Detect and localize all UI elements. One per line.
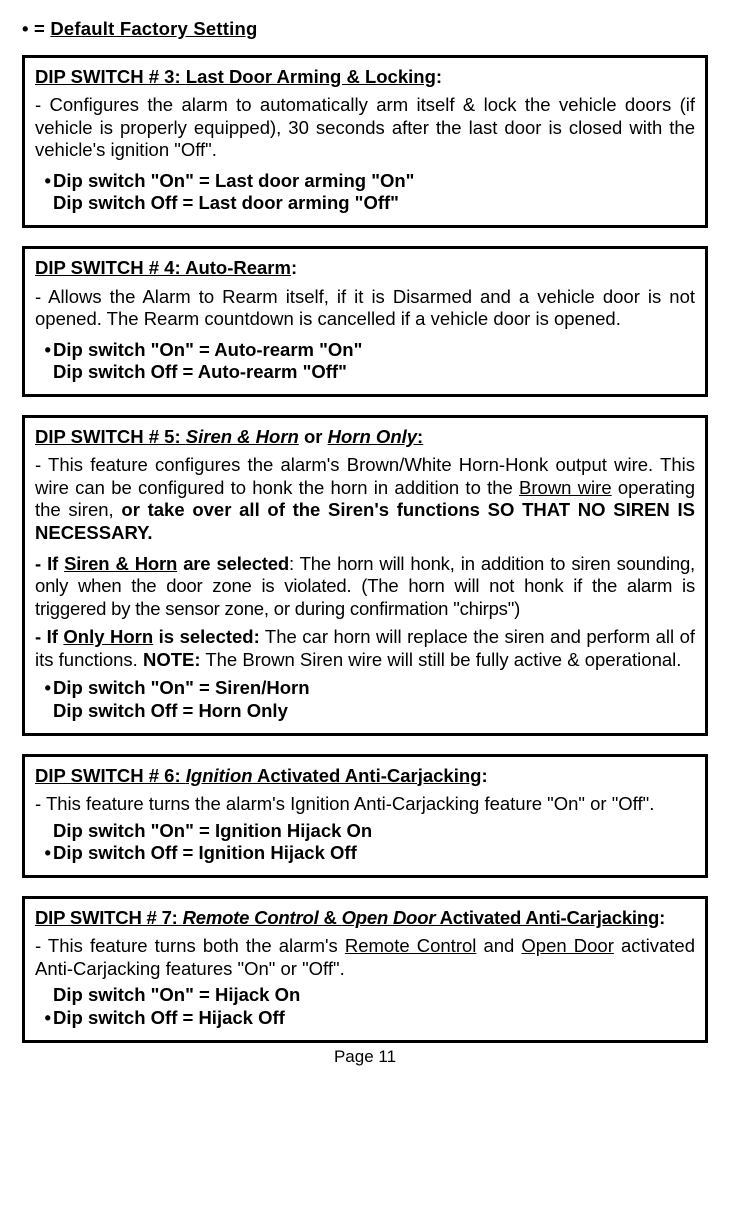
default-bullet: • <box>35 339 53 362</box>
default-bullet: • <box>35 842 53 865</box>
option-text: Dip switch Off = Last door arming "Off" <box>53 192 695 215</box>
title-prefix: DIP SWITCH # 3: <box>35 66 186 87</box>
option-text: Dip switch "On" = Hijack On <box>53 984 695 1007</box>
option-row: Dip switch "On" = Hijack On <box>35 984 695 1007</box>
title-prefix: DIP SWITCH # 6: <box>35 765 186 786</box>
title-label: Last Door Arming & Locking <box>186 66 436 87</box>
title-prefix: DIP SWITCH # 4: <box>35 257 185 278</box>
dip-switch-6-box: DIP SWITCH # 6: Ignition Activated Anti-… <box>22 754 708 878</box>
option-row: Dip switch Off = Last door arming "Off" <box>35 192 695 215</box>
dip-switch-3-options: • Dip switch "On" = Last door arming "On… <box>35 170 695 215</box>
dip-switch-7-options: Dip switch "On" = Hijack On • Dip switch… <box>35 984 695 1029</box>
title-mid: & <box>319 907 342 928</box>
default-bullet <box>35 984 53 1007</box>
default-bullet: • <box>35 677 53 700</box>
title-rest: Activated Anti-Carjacking <box>435 907 659 928</box>
desc-a: - This feature turns both the alarm's <box>35 935 345 956</box>
dip-switch-5-title: DIP SWITCH # 5: Siren & Horn or Horn Onl… <box>35 426 695 449</box>
legend-text: Default Factory Setting <box>50 18 257 39</box>
p3-b1: - If <box>35 626 63 647</box>
option-row: • Dip switch "On" = Siren/Horn <box>35 677 695 700</box>
p1-underline: Brown wire <box>519 477 612 498</box>
title-mid: or <box>299 426 328 447</box>
dip-switch-4-title: DIP SWITCH # 4: Auto-Rearm: <box>35 257 695 280</box>
dip-switch-5-options: • Dip switch "On" = Siren/Horn Dip switc… <box>35 677 695 722</box>
desc-mid: and <box>476 935 521 956</box>
dip-switch-4-options: • Dip switch "On" = Auto-rearm "On" Dip … <box>35 339 695 384</box>
title-suffix: : <box>417 426 423 447</box>
title-i: Ignition <box>186 765 253 786</box>
page-number: Page 11 <box>22 1047 708 1068</box>
option-row: • Dip switch Off = Ignition Hijack Off <box>35 842 695 865</box>
option-text: Dip switch "On" = Siren/Horn <box>53 677 695 700</box>
p1-bold: or take over all of the Siren's function… <box>35 499 695 543</box>
option-text: Dip switch Off = Horn Only <box>53 700 695 723</box>
dip-switch-3-title: DIP SWITCH # 3: Last Door Arming & Locki… <box>35 66 695 89</box>
title-i1: Remote Control <box>183 907 319 928</box>
title-suffix: : <box>291 257 297 278</box>
option-row: • Dip switch "On" = Last door arming "On… <box>35 170 695 193</box>
title-i2: Open Door <box>342 907 436 928</box>
title-label: Auto-Rearm <box>185 257 291 278</box>
title-suffix: : <box>659 907 665 928</box>
default-bullet <box>35 700 53 723</box>
default-bullet: • <box>35 170 53 193</box>
title-suffix: : <box>481 765 487 786</box>
title-i1: Siren & Horn <box>186 426 299 447</box>
dip-switch-3-box: DIP SWITCH # 3: Last Door Arming & Locki… <box>22 55 708 228</box>
dip-switch-4-desc: - Allows the Alarm to Rearm itself, if i… <box>35 286 695 331</box>
p3-note: NOTE: <box>143 649 201 670</box>
default-bullet <box>35 192 53 215</box>
option-text: Dip switch "On" = Auto-rearm "On" <box>53 339 695 362</box>
p2-b2: are selected <box>177 553 289 574</box>
option-row: • Dip switch "On" = Auto-rearm "On" <box>35 339 695 362</box>
default-bullet <box>35 361 53 384</box>
p3-u: Only Horn <box>63 626 153 647</box>
legend-line: • = Default Factory Setting <box>22 18 708 41</box>
legend-bullet: • = <box>22 18 50 39</box>
default-bullet: • <box>35 1007 53 1030</box>
option-text: Dip switch Off = Ignition Hijack Off <box>53 842 695 865</box>
dip-switch-6-desc: - This feature turns the alarm's Ignitio… <box>35 793 695 816</box>
desc-u2: Open Door <box>521 935 613 956</box>
dip-switch-5-box: DIP SWITCH # 5: Siren & Horn or Horn Onl… <box>22 415 708 736</box>
dip-switch-7-box: DIP SWITCH # 7: Remote Control & Open Do… <box>22 896 708 1043</box>
option-row: Dip switch Off = Auto-rearm "Off" <box>35 361 695 384</box>
option-row: • Dip switch Off = Hijack Off <box>35 1007 695 1030</box>
p2-u: Siren & Horn <box>64 553 177 574</box>
p2-b1: - If <box>35 553 64 574</box>
dip-switch-5-p2: - If Siren & Horn are selected: The horn… <box>35 553 695 621</box>
dip-switch-5-p3: - If Only Horn is selected: The car horn… <box>35 626 695 671</box>
dip-switch-4-box: DIP SWITCH # 4: Auto-Rearm: - Allows the… <box>22 246 708 397</box>
dip-switch-5-p1: - This feature configures the alarm's Br… <box>35 454 695 544</box>
dip-switch-6-title: DIP SWITCH # 6: Ignition Activated Anti-… <box>35 765 695 788</box>
title-suffix: : <box>436 66 442 87</box>
option-text: Dip switch "On" = Last door arming "On" <box>53 170 695 193</box>
p3-rest-b: The Brown Siren wire will still be fully… <box>201 649 682 670</box>
title-prefix: DIP SWITCH # 7: <box>35 907 183 928</box>
default-bullet <box>35 820 53 843</box>
title-i2: Horn Only <box>328 426 417 447</box>
dip-switch-7-desc: - This feature turns both the alarm's Re… <box>35 935 695 980</box>
p3-b2: is selected: <box>153 626 260 647</box>
dip-switch-6-options: Dip switch "On" = Ignition Hijack On • D… <box>35 820 695 865</box>
desc-u1: Remote Control <box>345 935 477 956</box>
option-text: Dip switch Off = Hijack Off <box>53 1007 695 1030</box>
title-rest: Activated Anti-Carjacking <box>253 765 482 786</box>
option-text: Dip switch "On" = Ignition Hijack On <box>53 820 695 843</box>
dip-switch-3-desc: - Configures the alarm to automatically … <box>35 94 695 162</box>
option-row: Dip switch "On" = Ignition Hijack On <box>35 820 695 843</box>
dip-switch-7-title: DIP SWITCH # 7: Remote Control & Open Do… <box>35 907 695 930</box>
option-text: Dip switch Off = Auto-rearm "Off" <box>53 361 695 384</box>
title-prefix: DIP SWITCH # 5: <box>35 426 186 447</box>
option-row: Dip switch Off = Horn Only <box>35 700 695 723</box>
